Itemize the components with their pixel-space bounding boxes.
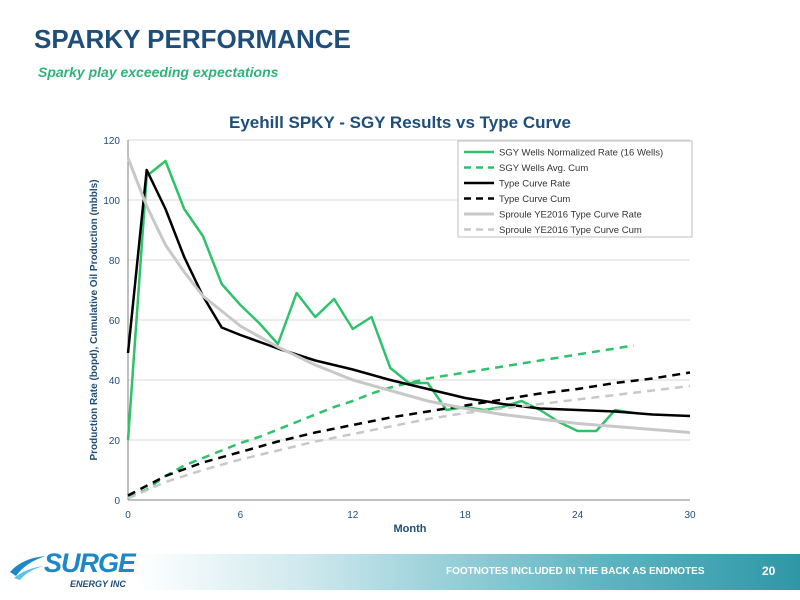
series-line-6 <box>127 384 691 500</box>
company-logo: SURGE ENERGY INC <box>8 548 136 592</box>
footer-band <box>136 554 800 590</box>
legend-entry: Type Curve Cum <box>499 194 570 205</box>
gridlines <box>128 139 690 441</box>
y-tick-label: 100 <box>103 196 120 207</box>
y-tick-label: 40 <box>109 376 121 387</box>
x-axis-label: Month <box>394 523 427 535</box>
logo-text: SURGE <box>44 548 136 578</box>
x-tick-label: 6 <box>238 510 244 521</box>
x-tick-label: 12 <box>347 510 359 521</box>
footer-note: FOOTNOTES INCLUDED IN THE BACK AS ENDNOT… <box>446 566 705 577</box>
slide-subtitle: Sparky play exceeding expectations <box>38 64 279 80</box>
slide-title: SPARKY PERFORMANCE <box>34 24 351 54</box>
y-tick-label: 60 <box>109 316 121 327</box>
production-chart: Eyehill SPKY - SGY Results vs Type Curve… <box>89 113 696 535</box>
legend-box <box>457 140 693 238</box>
legend-entry: Type Curve Rate <box>499 179 570 190</box>
logo-swoosh-icon <box>10 556 46 580</box>
legend-entry: Sproule YE2016 Type Curve Cum <box>499 225 642 236</box>
series-line-3 <box>126 168 691 418</box>
series-line-1 <box>126 159 634 441</box>
y-axis-label: Production Rate (bopd), Cumulative Oil P… <box>89 179 100 460</box>
logo-subtext: ENERGY INC <box>70 579 126 589</box>
legend-entry: SGY Wells Normalized Rate (16 Wells) <box>499 148 663 159</box>
axes: 0 20 40 60 80 100 120 0 6 12 18 24 30 <box>103 136 696 521</box>
series-line-5 <box>126 157 691 434</box>
y-tick-label: 20 <box>109 436 121 447</box>
series-line-4 <box>127 371 691 497</box>
chart-title: Eyehill SPKY - SGY Results vs Type Curve <box>229 113 571 132</box>
y-tick-label: 120 <box>103 136 120 147</box>
x-tick-label: 18 <box>460 510 472 521</box>
legend: SGY Wells Normalized Rate (16 Wells) SGY … <box>457 140 693 238</box>
x-tick-label: 0 <box>125 510 131 521</box>
series-lines <box>126 157 691 500</box>
y-tick-label: 80 <box>109 256 121 267</box>
legend-entry: SGY Wells Avg. Cum <box>499 163 588 174</box>
legend-entry: Sproule YE2016 Type Curve Rate <box>499 210 642 221</box>
x-tick-label: 30 <box>684 510 696 521</box>
page-number: 20 <box>762 564 776 578</box>
y-tick-label: 0 <box>114 496 120 507</box>
x-tick-label: 24 <box>572 510 584 521</box>
